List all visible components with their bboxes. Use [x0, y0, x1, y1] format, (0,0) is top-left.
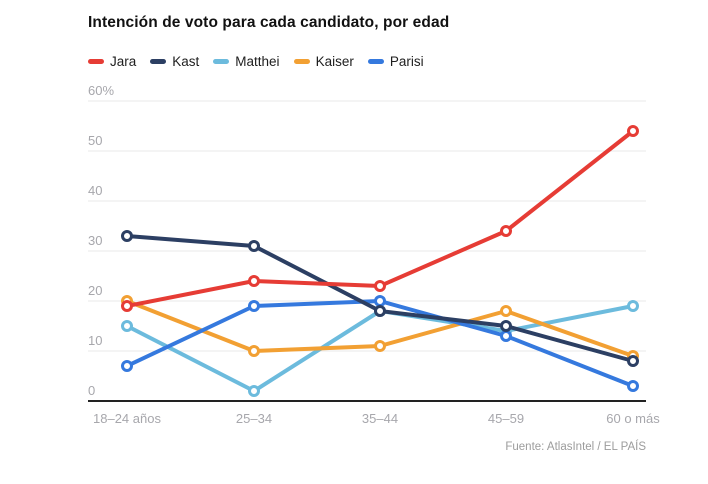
data-point-jara-2	[374, 280, 386, 292]
legend-label-parisi: Parisi	[389, 54, 424, 69]
y-tick-label: 0	[88, 383, 95, 398]
legend-item-kast: Kast	[150, 54, 199, 69]
data-point-kaiser-3	[500, 305, 512, 317]
source-note: Fuente: AtlasIntel / EL PAÍS	[505, 441, 646, 453]
legend-item-parisi: Parisi	[367, 54, 424, 69]
legend-item-matthei: Matthei	[213, 54, 280, 69]
y-tick-label: 40	[88, 183, 102, 198]
data-point-kaiser-2	[374, 340, 386, 352]
legend-swatch-matthei	[213, 59, 230, 64]
legend-item-kaiser: Kaiser	[293, 54, 354, 69]
data-point-kaiser-1	[248, 345, 260, 357]
legend-swatch-kast	[150, 59, 167, 64]
data-point-kast-2	[374, 305, 386, 317]
legend-swatch-jara	[88, 59, 104, 64]
x-tick-label: 45–59	[488, 411, 524, 426]
legend-label-kast: Kast	[172, 54, 200, 69]
data-point-matthei-0	[121, 320, 133, 332]
y-tick-label: 20	[88, 283, 102, 298]
series-line-jara	[125, 129, 635, 308]
data-point-parisi-4	[627, 380, 639, 392]
legend-item-jara: Jara	[88, 54, 136, 69]
x-tick-label: 18–24 años	[93, 411, 161, 426]
data-point-kast-0	[121, 230, 133, 242]
legend-swatch-parisi	[367, 59, 384, 64]
y-tick-label: 10	[88, 333, 102, 348]
data-point-matthei-1	[248, 385, 260, 397]
legend: Jara Kast Matthei Kaiser Parisi	[88, 54, 424, 69]
legend-label-kaiser: Kaiser	[315, 54, 354, 69]
data-point-parisi-2	[374, 295, 386, 307]
x-tick-label: 25–34	[236, 411, 272, 426]
data-point-jara-0	[121, 300, 133, 312]
data-point-kast-1	[248, 240, 260, 252]
data-point-jara-3	[500, 225, 512, 237]
data-point-jara-1	[248, 275, 260, 287]
data-point-matthei-4	[627, 300, 639, 312]
x-tick-label: 60 o más	[606, 411, 660, 426]
y-tick-label: 50	[88, 133, 102, 148]
data-point-parisi-0	[121, 360, 133, 372]
x-tick-label: 35–44	[362, 411, 398, 426]
legend-label-matthei: Matthei	[235, 54, 280, 69]
data-point-jara-4	[627, 125, 639, 137]
data-point-kast-3	[500, 320, 512, 332]
legend-label-jara: Jara	[110, 54, 137, 69]
chart-title: Intención de voto para cada candidato, p…	[88, 14, 450, 31]
y-tick-label: 60%	[88, 83, 114, 98]
legend-swatch-kaiser	[293, 59, 310, 64]
data-point-parisi-1	[248, 300, 260, 312]
data-point-kast-4	[627, 355, 639, 367]
y-tick-label: 30	[88, 233, 102, 248]
data-point-parisi-3	[500, 330, 512, 342]
